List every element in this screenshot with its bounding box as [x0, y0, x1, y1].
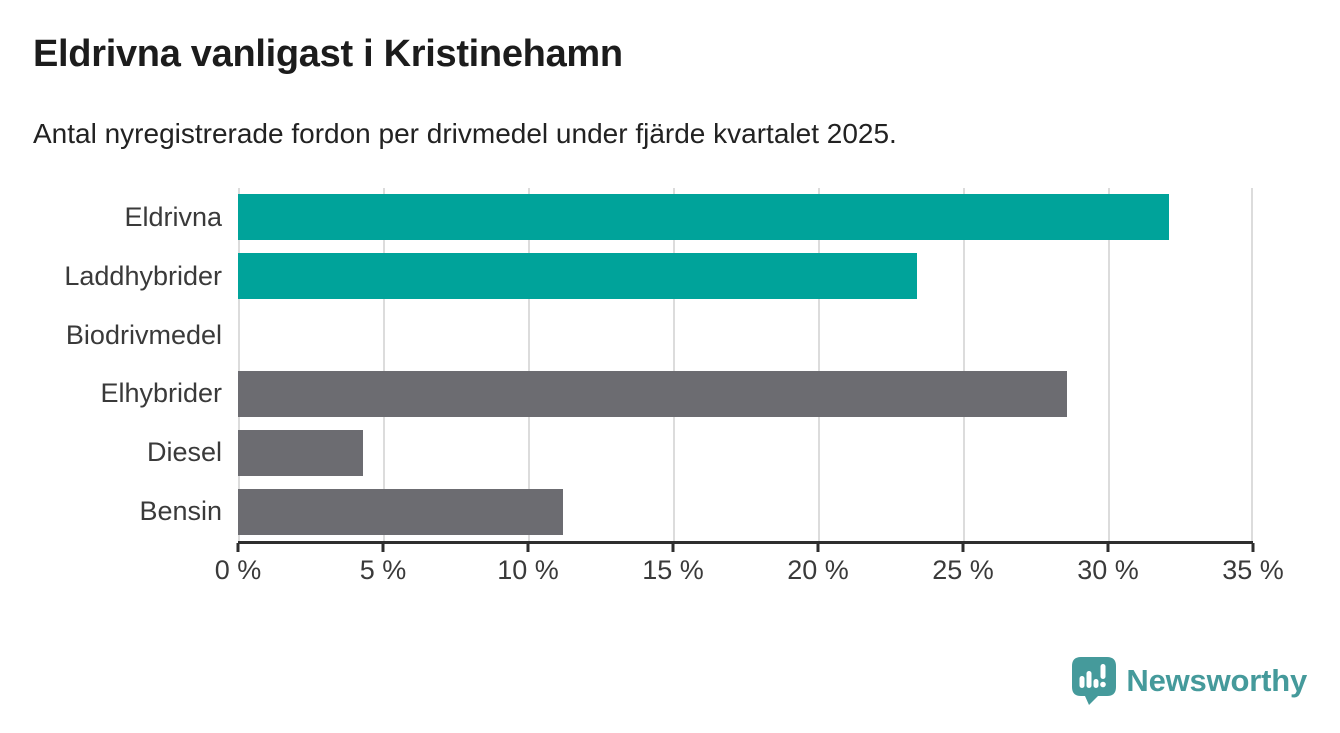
- x-tick-label-25: 25 %: [932, 555, 994, 585]
- gridline-0-pct: [238, 188, 240, 541]
- x-tick-mark-20: [816, 543, 820, 552]
- category-label-laddhybrider: Laddhybrider: [64, 260, 222, 291]
- x-tick-mark-0: [236, 543, 240, 552]
- category-label-bensin: Bensin: [139, 496, 222, 527]
- x-tick-mark-35: [1251, 543, 1255, 552]
- bar-laddhybrider: [238, 253, 917, 300]
- x-tick-mark-30: [1106, 543, 1110, 552]
- gridline-30-pct: [1108, 188, 1110, 541]
- x-tick-mark-10: [526, 543, 530, 552]
- newsworthy-logo-icon: [1072, 657, 1117, 705]
- x-tick-mark-15: [671, 543, 675, 552]
- x-tick-mark-25: [961, 543, 965, 552]
- gridline-35-pct: [1251, 188, 1253, 541]
- x-tick-label-20: 20 %: [787, 555, 849, 585]
- x-tick-label-0: 0 %: [214, 555, 262, 585]
- gridline-25-pct: [963, 188, 965, 541]
- category-label-diesel: Diesel: [146, 437, 222, 468]
- chart-title: Eldrivna vanligast i Kristinehamn: [33, 33, 623, 75]
- x-tick-label-10: 10 %: [497, 555, 559, 585]
- category-label-eldrivna: Eldrivna: [124, 201, 222, 232]
- bar-eldrivna: [238, 194, 1169, 241]
- chart-subtitle: Antal nyregistrerade fordon per drivmede…: [33, 118, 897, 149]
- x-tick-label-15: 15 %: [642, 555, 704, 585]
- gridline-15-pct: [673, 188, 675, 541]
- gridline-10-pct: [528, 188, 530, 541]
- y-axis-category-labels: Eldrivna Laddhybrider Biodrivmedel Elhybrid…: [0, 188, 222, 541]
- category-label-elhybrider: Elhybrider: [100, 378, 222, 409]
- bar-bensin: [238, 488, 563, 535]
- x-tick-label-30: 30 %: [1077, 555, 1139, 585]
- bar-diesel: [238, 429, 363, 476]
- bar-elhybrider: [238, 370, 1068, 417]
- plot-area: [238, 188, 1253, 544]
- x-tick-mark-5: [381, 543, 385, 552]
- gridline-20-pct: [818, 188, 820, 541]
- gridline-5-pct: [383, 188, 385, 541]
- category-label-biodrivmedel: Biodrivmedel: [65, 319, 222, 350]
- newsworthy-logo: Newsworthy: [1071, 655, 1307, 707]
- x-tick-label-35: 35 %: [1222, 555, 1284, 585]
- x-axis: 0 % 5 % 10 % 15 % 20 % 25 % 30 % 35 %: [215, 541, 1284, 591]
- x-tick-label-5: 5 %: [359, 555, 407, 585]
- newsworthy-logo-text: Newsworthy: [1126, 663, 1307, 698]
